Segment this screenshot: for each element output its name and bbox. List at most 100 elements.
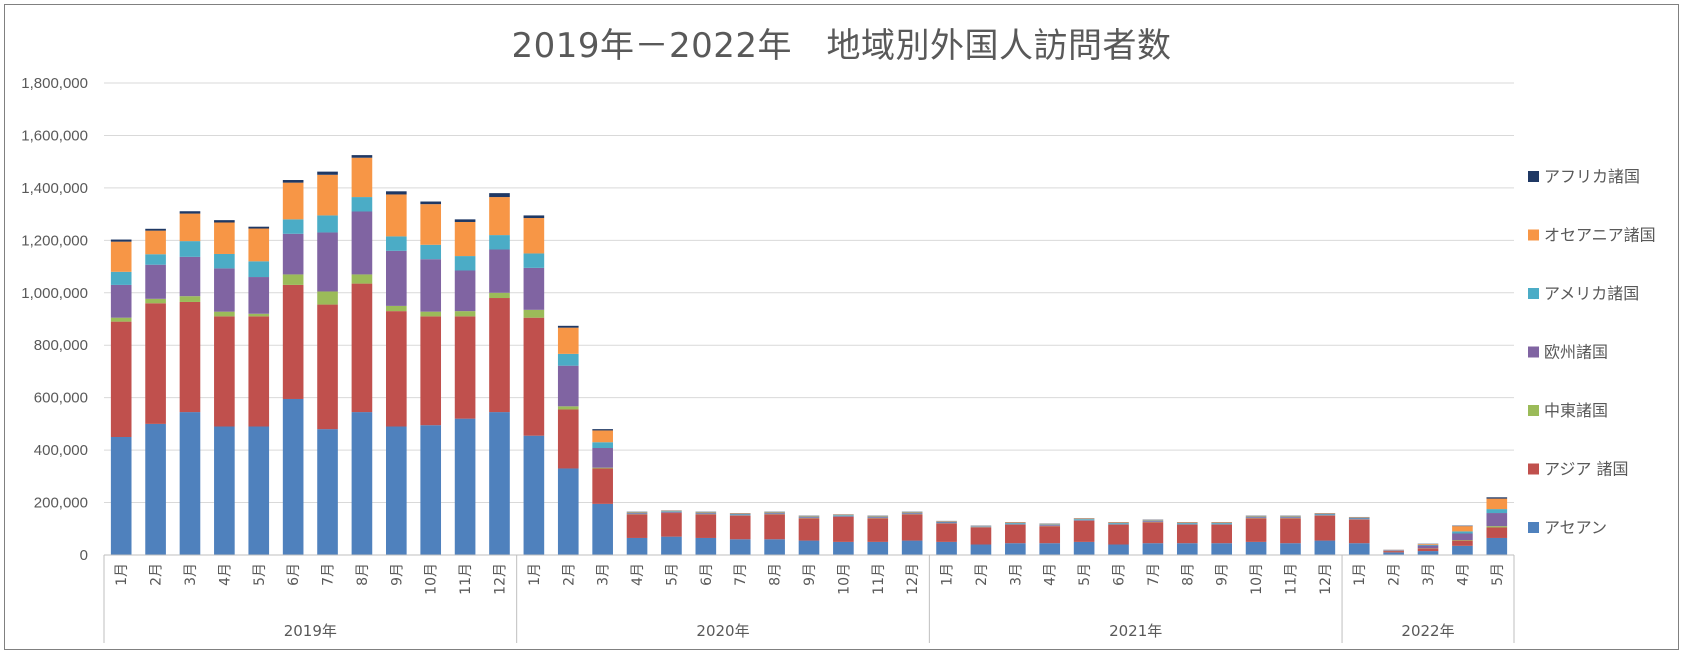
bar-segment <box>798 518 820 541</box>
bar-segment <box>798 515 820 517</box>
x-tick-label: 2月 <box>974 563 990 586</box>
bar-segment <box>936 523 957 542</box>
bar-segment <box>626 512 648 514</box>
bar-segment <box>1314 540 1336 555</box>
x-tick-label: 11月 <box>1284 563 1300 595</box>
bar-segment <box>248 228 270 262</box>
bar-segment <box>1245 517 1267 519</box>
bar-segment <box>867 517 889 519</box>
bar-segment <box>214 268 235 312</box>
bar-segment <box>351 283 373 413</box>
x-tick-label: 12月 <box>905 563 921 595</box>
bar-segment <box>970 526 992 528</box>
bar-segment <box>386 236 407 251</box>
x-tick-label: 8月 <box>1180 563 1196 586</box>
bar-segment <box>489 235 510 250</box>
x-tick-label: 2月 <box>149 563 165 586</box>
x-tick-label: 10月 <box>424 563 440 595</box>
bar-segment <box>764 539 785 555</box>
bar-segment <box>833 515 854 516</box>
bar-segment <box>179 256 201 297</box>
bar-segment <box>1005 524 1026 544</box>
bar-segment <box>1314 513 1336 515</box>
bar-segment <box>1452 525 1473 527</box>
x-tick-label: 5月 <box>1077 563 1093 586</box>
bar-segment <box>110 241 132 272</box>
x-tick-label: 2月 <box>1387 563 1403 586</box>
bar-segment <box>1280 517 1301 519</box>
legend-swatch <box>1528 522 1539 533</box>
bar-segment <box>248 316 270 427</box>
x-tick-label: 3月 <box>1421 563 1437 586</box>
x-tick-label: 1月 <box>527 563 543 586</box>
legend-label: アジア 諸国 <box>1544 460 1628 479</box>
bar-segment <box>729 515 751 540</box>
bar-segment <box>1486 537 1508 555</box>
bar-segment <box>936 522 957 524</box>
bar-segment <box>592 430 613 443</box>
bar-segment <box>1073 520 1095 542</box>
bar-segment <box>695 514 717 538</box>
bar-segment <box>317 232 338 292</box>
y-tick-label: 1,600,000 <box>21 127 88 144</box>
bar-segment <box>1073 519 1095 520</box>
bar-segment <box>1348 518 1370 520</box>
bar-segment <box>489 292 510 299</box>
bar-segment <box>1073 541 1095 555</box>
bar-segment <box>386 194 407 237</box>
bar-segment <box>317 174 338 216</box>
y-axis-ticks: 0 200,000 400,000 600,000 800,000 1,000,000 1,… <box>21 75 88 564</box>
bar-segment <box>145 254 166 265</box>
bar-segment <box>1039 526 1061 544</box>
x-group-label: 2020年 <box>696 622 749 640</box>
bar-segment <box>214 426 235 555</box>
bar-segment <box>1486 526 1508 528</box>
legend-label: アセアン <box>1544 518 1607 537</box>
bar-segment <box>1417 545 1439 549</box>
y-tick-label: 200,000 <box>34 495 88 512</box>
legend-label: 欧州諸国 <box>1544 343 1608 362</box>
x-tick-label: 9月 <box>389 563 405 586</box>
bar-segment <box>557 353 579 366</box>
x-tick-label: 8月 <box>768 563 784 586</box>
bar-segment <box>661 510 682 512</box>
bar-segment <box>1486 498 1508 510</box>
x-tick-label: 10月 <box>836 563 852 595</box>
bar-segment <box>282 182 304 220</box>
bar-segment <box>145 230 166 255</box>
bar-segment <box>626 514 648 538</box>
bar-segment <box>523 309 545 318</box>
bar-segment <box>1108 544 1129 555</box>
y-tick-label: 400,000 <box>34 442 88 459</box>
bar-segment <box>351 412 373 555</box>
bar-segment <box>1245 518 1267 542</box>
x-group-label: 2021年 <box>1109 622 1162 640</box>
x-tick-label: 4月 <box>1455 563 1471 586</box>
bar-segment <box>420 204 442 245</box>
legend-swatch <box>1528 463 1539 475</box>
bar-segment <box>110 284 132 318</box>
x-tick-label: 3月 <box>1008 563 1024 586</box>
bar-segment <box>454 256 476 271</box>
bar-segment <box>214 220 235 223</box>
bar-segment <box>282 398 304 555</box>
bar-segment <box>523 218 545 254</box>
bar-segment <box>351 274 373 284</box>
bars <box>110 155 1508 555</box>
bar-segment <box>1005 543 1026 555</box>
bar-segment <box>901 513 923 515</box>
bar-segment <box>1452 526 1473 532</box>
bar-segment <box>867 541 889 555</box>
bar-segment <box>489 193 510 198</box>
bar-segment <box>1073 518 1095 520</box>
bar-segment <box>1417 551 1439 555</box>
bar-segment <box>523 253 545 268</box>
legend-swatch <box>1528 346 1539 358</box>
bar-segment <box>454 311 476 317</box>
bar-segment <box>1417 548 1439 552</box>
bar-segment <box>1005 522 1026 523</box>
bar-segment <box>729 513 751 514</box>
legend-label: オセアニア諸国 <box>1544 226 1656 245</box>
bar-segment <box>317 171 338 175</box>
bar-segment <box>1108 522 1129 523</box>
